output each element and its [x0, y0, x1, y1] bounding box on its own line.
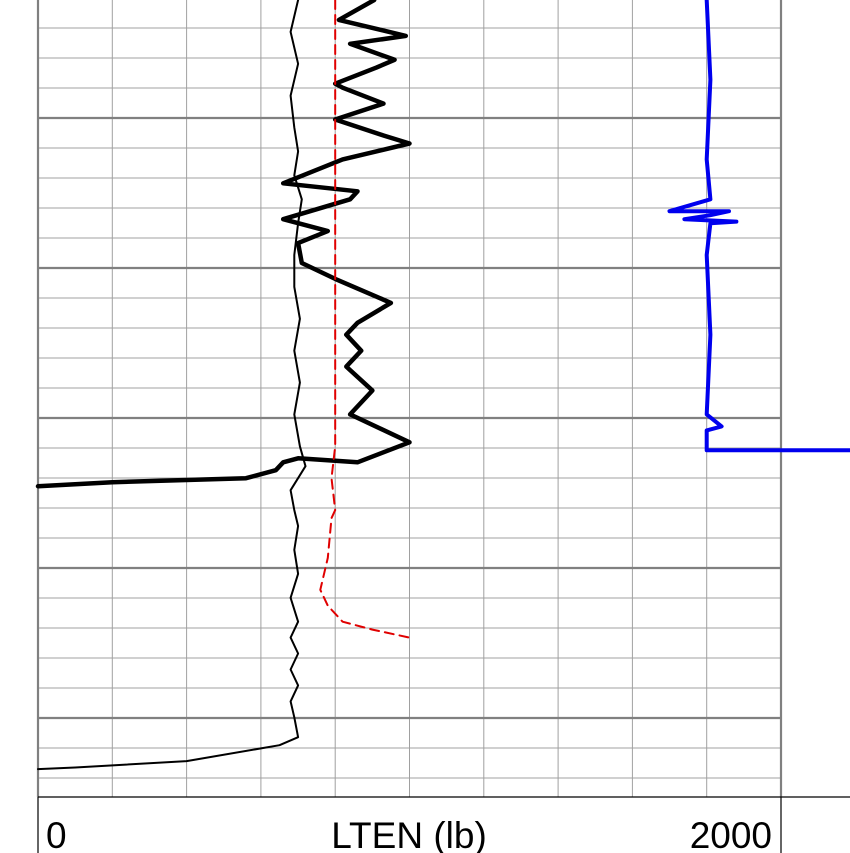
x-axis-title: LTEN (lb): [331, 815, 487, 853]
grid-minor-lines: [38, 0, 781, 797]
grid-major-lines: [36, 0, 783, 797]
curves-layer: [35, 0, 850, 771]
x-tick-label-max: 2000: [690, 815, 772, 853]
thick-blue-curve: [667, 0, 850, 453]
dashed-red-curve: [319, 0, 411, 639]
x-tick-label-min: 0: [46, 815, 67, 853]
thin-black-curve: [37, 0, 307, 771]
thick-black-curve: [35, 0, 412, 489]
x-axis: 0 LTEN (lb) 2000: [37, 796, 850, 853]
